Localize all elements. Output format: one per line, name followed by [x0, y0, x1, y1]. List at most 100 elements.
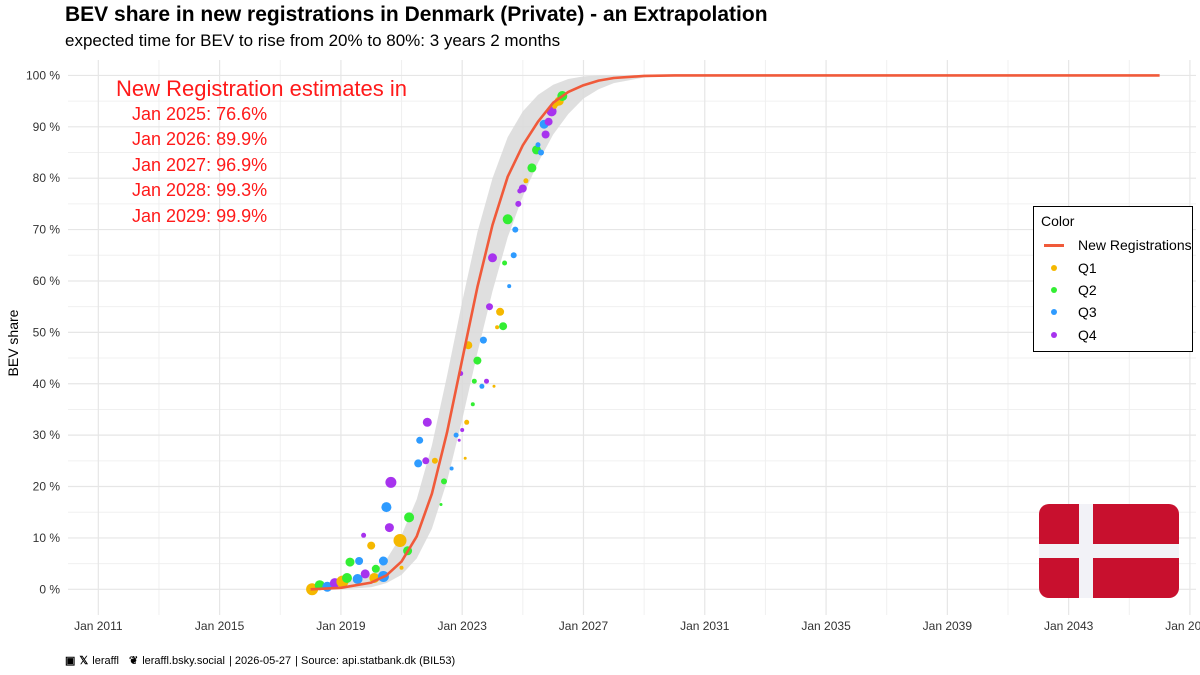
data-point-q3	[355, 557, 364, 565]
footer-date: | 2026-05-27	[228, 654, 292, 667]
data-point-q4	[518, 184, 527, 193]
data-point-q3	[378, 556, 388, 566]
bluesky-butterfly-icon: ❦	[128, 655, 139, 667]
data-point-q3	[449, 466, 454, 471]
data-point-q1	[495, 325, 500, 330]
estimate-line-5: Jan 2029: 99.9%	[132, 206, 268, 226]
data-point-q1	[463, 456, 467, 460]
legend-item-q4: Q4	[1042, 325, 1097, 345]
legend-dot-key	[1042, 280, 1068, 300]
data-point-q2	[371, 564, 380, 573]
y-tick-label: 0 %	[39, 582, 60, 596]
x-tick-label: Jan 2015	[195, 619, 245, 633]
legend-dot-key	[1042, 258, 1068, 278]
y-tick-label: 90 %	[33, 120, 61, 134]
legend-title: Color	[1041, 213, 1075, 229]
data-point-q1	[393, 534, 407, 547]
data-point-q4	[361, 532, 367, 538]
data-point-q4	[360, 569, 370, 579]
denmark-flag-icon	[1039, 504, 1179, 598]
x-tick-label: Jan 2031	[680, 619, 730, 633]
data-point-q1	[492, 384, 496, 388]
data-point-q4	[544, 117, 553, 126]
data-point-q1	[523, 178, 529, 184]
x-tick-label: Jan 2043	[1044, 619, 1094, 633]
fit-line-new-registrations	[310, 74, 1160, 591]
chart-title: BEV share in new registrations in Denmar…	[65, 3, 768, 26]
bsky-handle: leraffl.bsky.social	[142, 654, 225, 667]
x-tick-label: Jan 2039	[923, 619, 973, 633]
data-point-q2	[473, 356, 482, 365]
data-point-q3	[453, 432, 459, 438]
data-point-q3	[479, 383, 485, 389]
estimate-line-4: Jan 2028: 99.3%	[132, 180, 268, 200]
y-tick-label: 50 %	[33, 325, 61, 339]
data-point-q1	[496, 307, 505, 316]
data-point-q4	[384, 523, 394, 533]
estimate-line-3: Jan 2027: 96.9%	[132, 155, 268, 175]
estimate-line-2: Jan 2026: 89.9%	[132, 129, 268, 149]
data-point-q4	[385, 476, 397, 488]
data-point-q3	[414, 459, 423, 468]
legend-dot-key	[1042, 302, 1068, 322]
legend-label: Q2	[1078, 282, 1097, 298]
data-point-q1	[431, 457, 438, 464]
data-point-q4	[460, 428, 465, 432]
data-point-q3	[381, 502, 392, 513]
chart-subtitle: expected time for BEV to rise from 20% t…	[65, 31, 561, 50]
data-point-q3	[416, 436, 424, 444]
x-tick-label: Jan 2047	[1165, 619, 1200, 633]
x-tick-label: Jan 2023	[437, 619, 487, 633]
y-tick-label: 100 %	[26, 68, 60, 82]
y-tick-label: 30 %	[33, 428, 61, 442]
legend-item-q2: Q2	[1042, 280, 1097, 300]
legend-item-new-registrations: New Registrations	[1042, 235, 1192, 255]
x-icon: 𝕏	[79, 655, 89, 667]
data-point-q4	[484, 378, 489, 384]
estimate-line-1: Jan 2025: 76.6%	[132, 104, 268, 124]
data-point-q4	[422, 417, 432, 427]
y-tick-label: 20 %	[33, 480, 61, 494]
estimate-heading: New Registration estimates in	[116, 76, 408, 101]
x-tick-label: Jan 2011	[74, 619, 123, 633]
data-point-q2	[439, 503, 443, 506]
legend-item-q3: Q3	[1042, 302, 1097, 322]
data-point-q4	[422, 457, 430, 465]
data-point-q1	[367, 541, 376, 550]
data-point-q3	[507, 284, 512, 289]
data-point-q2	[502, 260, 508, 266]
y-tick-label: 80 %	[33, 171, 61, 185]
legend-label: Q4	[1078, 327, 1097, 343]
data-point-q1	[464, 419, 470, 425]
y-tick-label: 70 %	[33, 223, 61, 237]
x-handle: leraffl	[92, 654, 119, 667]
legend-item-q1: Q1	[1042, 258, 1097, 278]
data-point-q4	[488, 253, 497, 263]
data-point-q1	[399, 565, 404, 570]
data-point-q2	[404, 512, 415, 523]
data-point-q3	[479, 336, 487, 344]
y-tick-label: 40 %	[33, 377, 61, 391]
data-point-q2	[502, 214, 513, 225]
legend-line-key	[1042, 235, 1068, 255]
data-point-q2	[470, 402, 475, 407]
confidence-band	[310, 75, 1160, 590]
mastodon-icon: ▣	[65, 655, 76, 667]
data-point-q3	[512, 226, 519, 233]
data-point-q4	[486, 303, 493, 311]
data-point-q2	[499, 322, 508, 331]
data-point-q4	[457, 438, 461, 442]
data-point-q2	[441, 478, 447, 485]
y-tick-label: 10 %	[33, 531, 61, 545]
x-tick-label: Jan 2027	[559, 619, 609, 633]
x-tick-label: Jan 2035	[801, 619, 851, 633]
data-point-q3	[538, 149, 544, 156]
data-point-q3	[510, 252, 517, 259]
data-point-q2	[471, 378, 477, 384]
data-point-q4	[515, 200, 522, 207]
data-point-q2	[527, 163, 537, 173]
footer-source: | Source: api.statbank.dk (BIL53)	[295, 654, 456, 667]
legend-label: Q3	[1078, 304, 1097, 320]
y-tick-label: 60 %	[33, 274, 61, 288]
